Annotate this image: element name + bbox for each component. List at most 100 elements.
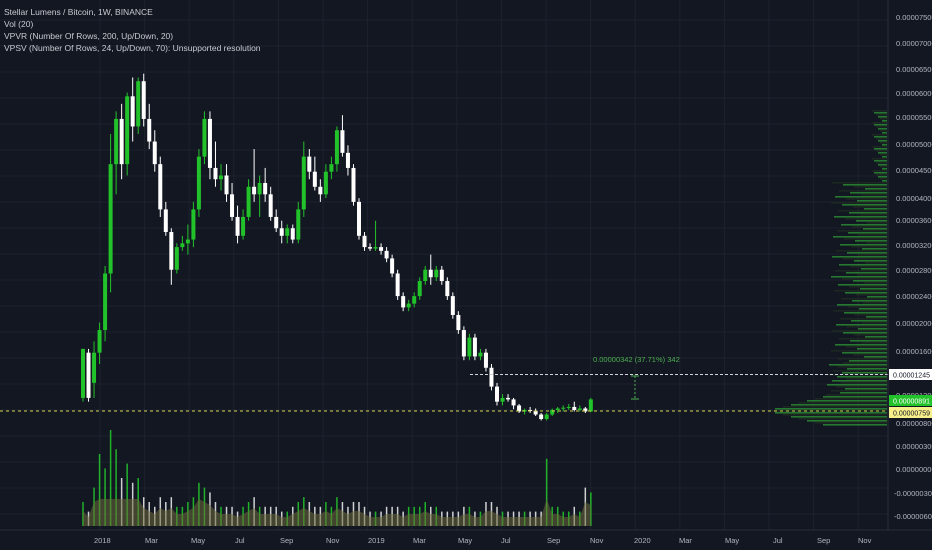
candle-body bbox=[467, 337, 472, 357]
volume-profile-bar bbox=[857, 348, 887, 350]
candle-body bbox=[103, 273, 108, 331]
volume-profile-bar bbox=[857, 200, 887, 202]
time-tick: 2018 bbox=[94, 536, 111, 545]
candle-body bbox=[130, 96, 135, 127]
volume-profile-bar bbox=[839, 338, 887, 340]
candle-body bbox=[307, 156, 312, 172]
volume-profile-bar bbox=[843, 184, 887, 186]
volume-profile-bar bbox=[791, 404, 887, 406]
volume-profile-bar bbox=[853, 280, 887, 282]
candle-body bbox=[219, 175, 223, 180]
volume-profile-bar bbox=[872, 146, 887, 148]
volume-profile-bar bbox=[859, 234, 887, 236]
volume-profile-bar bbox=[829, 364, 887, 366]
vpvr-indicator-label[interactable]: VPVR (Number Of Rows, 200, Up/Down, 20) bbox=[4, 31, 174, 41]
price-tick: 0.00000800 bbox=[896, 419, 932, 428]
volume-profile-bar bbox=[882, 120, 887, 122]
candle-body bbox=[108, 164, 113, 274]
volume-profile-bar bbox=[865, 262, 887, 264]
volume-profile-bar bbox=[767, 410, 887, 412]
volume-profile-bar bbox=[846, 198, 887, 200]
volume-profile-bar bbox=[878, 128, 887, 130]
candle-body bbox=[257, 183, 262, 195]
volume-profile-bar bbox=[876, 138, 887, 140]
time-tick: Nov bbox=[858, 536, 872, 545]
candle-body bbox=[329, 164, 334, 172]
candle-body bbox=[340, 130, 345, 153]
measure-tool[interactable]: 0.00000342 (37.71%) 342 bbox=[593, 355, 680, 400]
candle-body bbox=[511, 399, 516, 406]
candle-body bbox=[495, 386, 499, 402]
volume-profile-bar bbox=[852, 300, 887, 302]
candle-body bbox=[125, 96, 130, 165]
volume-profile-bar bbox=[840, 244, 887, 246]
candle-body bbox=[86, 352, 91, 398]
time-tick: 2020 bbox=[634, 536, 651, 545]
candle-body bbox=[417, 281, 422, 297]
candle-body bbox=[158, 164, 163, 210]
volume-profile-bar bbox=[860, 214, 887, 216]
volume-profile-bar bbox=[847, 368, 887, 370]
volume-profile-bar bbox=[850, 266, 887, 268]
candle-body bbox=[450, 296, 455, 315]
price-axis[interactable]: 0.00007500 0.00007000 0.00006500 0.00006… bbox=[894, 13, 932, 521]
time-axis[interactable]: 2018 Mar May Jul Sep Nov 2019 Mar May Ju… bbox=[94, 536, 872, 545]
volume-profile-bar bbox=[842, 278, 887, 280]
volume-indicator-label[interactable]: Vol (20) bbox=[4, 19, 34, 29]
candle-body bbox=[274, 216, 279, 229]
price-tick: 0.00003200 bbox=[896, 241, 932, 250]
candle-body bbox=[550, 409, 555, 415]
price-tick: 0.00005500 bbox=[896, 113, 932, 122]
volume-profile-bar bbox=[882, 156, 887, 158]
volume-bar bbox=[104, 468, 106, 526]
candle-body bbox=[235, 216, 240, 236]
candle-body bbox=[561, 407, 566, 409]
volume-profile-bar bbox=[861, 342, 887, 344]
volume-profile-bar bbox=[863, 228, 887, 230]
price-tick: -0.00000300 bbox=[894, 489, 932, 498]
volume-profile-bar bbox=[849, 286, 887, 288]
candle-body bbox=[213, 167, 218, 180]
volume-profile-bar bbox=[867, 222, 887, 224]
volume-profile bbox=[767, 110, 887, 426]
candle-body bbox=[312, 171, 317, 187]
candle-body bbox=[533, 410, 538, 415]
volume-profile-bar bbox=[872, 170, 887, 172]
candle-body bbox=[406, 303, 411, 308]
volume-profile-bar bbox=[827, 384, 887, 386]
volume-profile-bar bbox=[864, 282, 887, 284]
volume-profile-bar bbox=[882, 180, 887, 182]
vpsv-indicator-label[interactable]: VPSV (Number Of Rows, 24, Up/Down, 70): … bbox=[4, 43, 261, 53]
candle-body bbox=[555, 408, 560, 410]
candle-body bbox=[323, 171, 328, 195]
volume-profile-bar bbox=[876, 126, 887, 128]
volume-profile-bar bbox=[880, 154, 887, 156]
volume-profile-bar bbox=[856, 220, 887, 222]
volume-profile-bar bbox=[835, 196, 887, 198]
candle-body bbox=[97, 330, 102, 353]
candle-body bbox=[423, 269, 428, 282]
volume-profile-bar bbox=[864, 208, 887, 210]
candle-body bbox=[334, 130, 339, 165]
volume-profile-bar bbox=[849, 212, 887, 214]
level-price-badge bbox=[889, 369, 932, 380]
volume-profile-bar bbox=[878, 164, 887, 166]
candle-body bbox=[539, 414, 544, 420]
volume-profile-bar bbox=[858, 254, 887, 256]
candlesticks bbox=[81, 73, 593, 421]
volume-profile-bar bbox=[846, 272, 887, 274]
candle-body bbox=[368, 247, 373, 249]
volume-profile-bar bbox=[836, 250, 887, 252]
candle-body bbox=[528, 409, 533, 411]
candle-body bbox=[577, 408, 582, 410]
volume-profile-bar bbox=[807, 420, 887, 422]
symbol-title[interactable]: Stellar Lumens / Bitcoin, 1W, BINANCE bbox=[4, 7, 153, 17]
volume-profile-bar bbox=[853, 354, 887, 356]
candle-body bbox=[461, 330, 466, 357]
candle-body bbox=[517, 405, 522, 412]
candle-body bbox=[163, 209, 168, 233]
volume-profile-bar bbox=[832, 330, 887, 332]
volume-profile-bar bbox=[845, 388, 887, 390]
